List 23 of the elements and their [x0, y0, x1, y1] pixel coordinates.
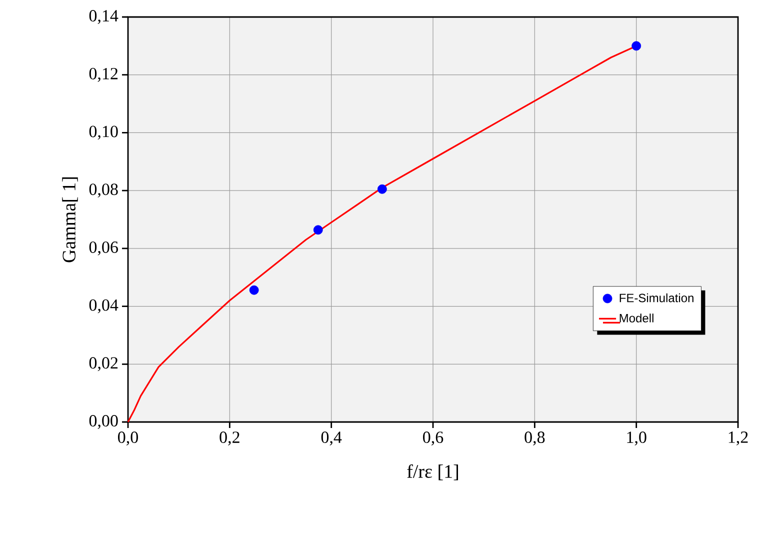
- y-tick-label: 0,14: [89, 10, 118, 24]
- x-tick-label: 0,2: [220, 432, 240, 446]
- x-tick-label: 0,8: [524, 432, 545, 446]
- x-tick-label: 0,0: [118, 432, 138, 446]
- x-tick-label: 0,4: [321, 432, 342, 446]
- y-tick-label: 0,10: [89, 126, 118, 140]
- y-axis-title: Gamma[ 1]: [62, 177, 78, 262]
- point: [313, 225, 323, 235]
- x-tick-label: 0,6: [423, 432, 444, 446]
- x-axis-title: f/rε [1]: [407, 464, 458, 480]
- legend-label: Modell: [620, 314, 654, 322]
- y-tick-label: 0,00: [89, 415, 118, 429]
- x-tick-label: 1,0: [627, 432, 646, 446]
- y-tick-label: 0,06: [89, 241, 118, 256]
- x-tick-label: 1,2: [728, 432, 748, 446]
- point: [249, 285, 259, 295]
- point: [632, 41, 642, 51]
- point: [377, 184, 387, 194]
- y-tick-label: 0,02: [89, 357, 118, 372]
- y-tick-label: 0,12: [89, 68, 118, 82]
- legend-label: FE-Simulation: [620, 293, 694, 302]
- y-tick-label: 0,04: [89, 299, 118, 314]
- y-tick-label: 0,08: [89, 184, 118, 198]
